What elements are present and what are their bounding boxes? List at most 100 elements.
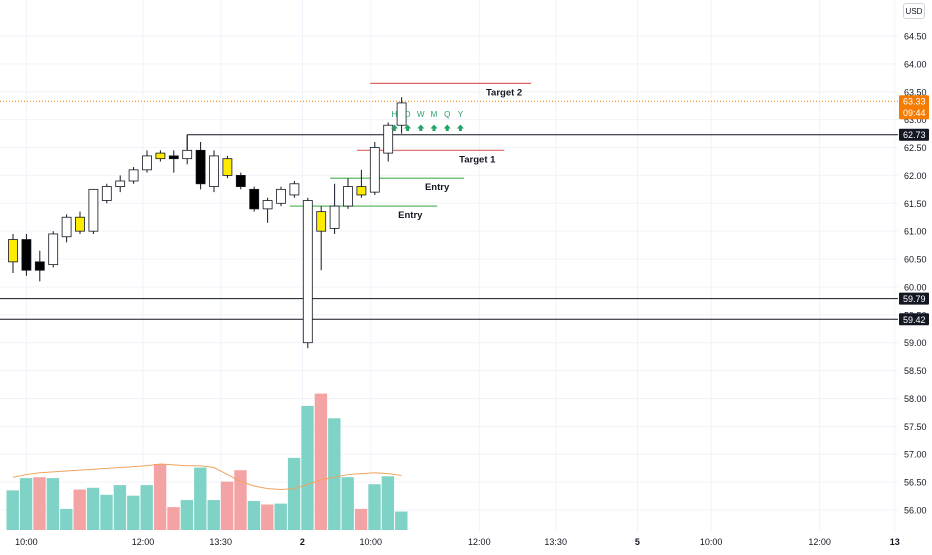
time-tick-label: 10:00 (15, 537, 38, 547)
volume-bar (140, 485, 153, 530)
time-tick-label: 12:00 (132, 537, 155, 547)
volume-bar (314, 393, 328, 530)
signal-timeframe-label: D (405, 110, 411, 119)
level-price-tag (899, 292, 929, 305)
last-price-tag (899, 95, 929, 120)
signal-timeframe-label: H (392, 110, 398, 119)
candle-body (329, 205, 340, 229)
candle-body (249, 188, 260, 210)
volume-bar (153, 464, 167, 530)
signal-timeframe-label: Q (444, 110, 450, 119)
level-price-label: 59.79 (903, 294, 926, 304)
candle-body (302, 200, 313, 344)
volume-bar (395, 511, 408, 530)
time-tick-label: 10:00 (700, 537, 723, 547)
price-tick-label: 64.00 (904, 59, 927, 69)
grid (0, 0, 898, 532)
candle-body (48, 233, 59, 266)
volume-bar (301, 405, 314, 530)
level-price-tag (899, 313, 929, 326)
candle-body (75, 216, 85, 232)
volume-bar (46, 478, 60, 530)
volume-bar (381, 476, 395, 530)
volume-bar (113, 485, 127, 530)
time-tick-label: 13:30 (209, 537, 232, 547)
signal-timeframe-label: M (431, 110, 438, 119)
candle-body (209, 155, 219, 187)
price-tick-label: 56.50 (904, 478, 927, 488)
candle-body (128, 169, 139, 182)
annotation-label: Entry (425, 182, 450, 193)
volume-bar (6, 490, 19, 530)
price-tick-label: 60.50 (904, 255, 927, 265)
signal-up-arrow-icon (456, 124, 464, 131)
candle-body (101, 186, 112, 201)
signal-timeframe-label: Y (458, 110, 464, 119)
time-tick-label: 12:00 (808, 537, 831, 547)
candle-body (168, 155, 179, 160)
candle-body (21, 239, 32, 271)
volume-bar (180, 500, 194, 530)
price-tick-label: 61.00 (904, 227, 927, 237)
time-tick-label: 13:30 (544, 537, 567, 547)
price-tick-label: 58.50 (904, 366, 927, 376)
candle-body (235, 175, 246, 187)
volume-bar (19, 478, 33, 530)
price-tick-label: 60.00 (904, 282, 927, 292)
candle-body (289, 183, 300, 196)
candle-body (262, 200, 273, 210)
price-tick-label: 63.00 (904, 115, 927, 125)
candlesticks (8, 97, 407, 349)
volume-bar (247, 500, 261, 530)
annotation-label: Entry (398, 210, 423, 221)
signal-up-arrow-icon (417, 124, 425, 131)
countdown-label: 09:44 (903, 108, 926, 118)
candle-body (155, 152, 166, 160)
time-tick-label: 12:00 (468, 537, 491, 547)
volume-bar (341, 477, 354, 530)
candle-body (115, 180, 126, 187)
volume-bar (86, 487, 100, 530)
time-tick-label: 2 (300, 537, 305, 547)
volume-bar (287, 457, 301, 530)
volume-bar (234, 470, 247, 530)
price-tick-label: 57.50 (904, 422, 927, 432)
trade-annotations[interactable]: Target 2 Target 1 Entry Entry (289, 82, 532, 221)
volume-bar (368, 484, 381, 530)
level-price-tag (899, 128, 929, 141)
candle-body (88, 188, 99, 232)
currency-button[interactable]: USD (903, 3, 925, 19)
price-tick-label: 64.50 (904, 32, 927, 42)
candle-body (343, 186, 353, 207)
price-tick-label: 63.50 (904, 87, 927, 97)
price-tick-label: 62.50 (904, 143, 927, 153)
volume-bar (60, 508, 73, 530)
signal-up-arrow-icon (443, 124, 451, 131)
level-price-label: 62.73 (903, 130, 926, 140)
volume-bar (328, 418, 341, 530)
volume-bar (127, 495, 140, 530)
volume-bar (274, 503, 287, 530)
time-axis[interactable]: 10:00 12:00 13:30 2 10:00 12:00 13:30 5 10:00 12:… (15, 537, 900, 547)
price-tick-label: 59.00 (904, 338, 927, 348)
volume-bar (354, 508, 368, 530)
candle-body (195, 149, 206, 185)
volume-bar (194, 467, 207, 530)
candle-body (356, 186, 367, 196)
horizontal-levels[interactable] (0, 100, 898, 320)
candle-body (396, 102, 407, 126)
price-axis[interactable]: 56.0056.5057.0057.5058.0058.5059.0059.50… (899, 32, 929, 516)
candle-body (8, 239, 18, 263)
volume-pane (6, 393, 408, 530)
price-tick-label: 58.00 (904, 394, 927, 404)
volume-bar (220, 481, 234, 530)
candle-body (316, 211, 327, 232)
volume-bar (261, 504, 274, 530)
time-tick-label: 5 (635, 537, 640, 547)
price-tick-label: 61.50 (904, 199, 927, 209)
candle-body (182, 149, 193, 160)
last-price-label: 63.33 (903, 97, 926, 107)
